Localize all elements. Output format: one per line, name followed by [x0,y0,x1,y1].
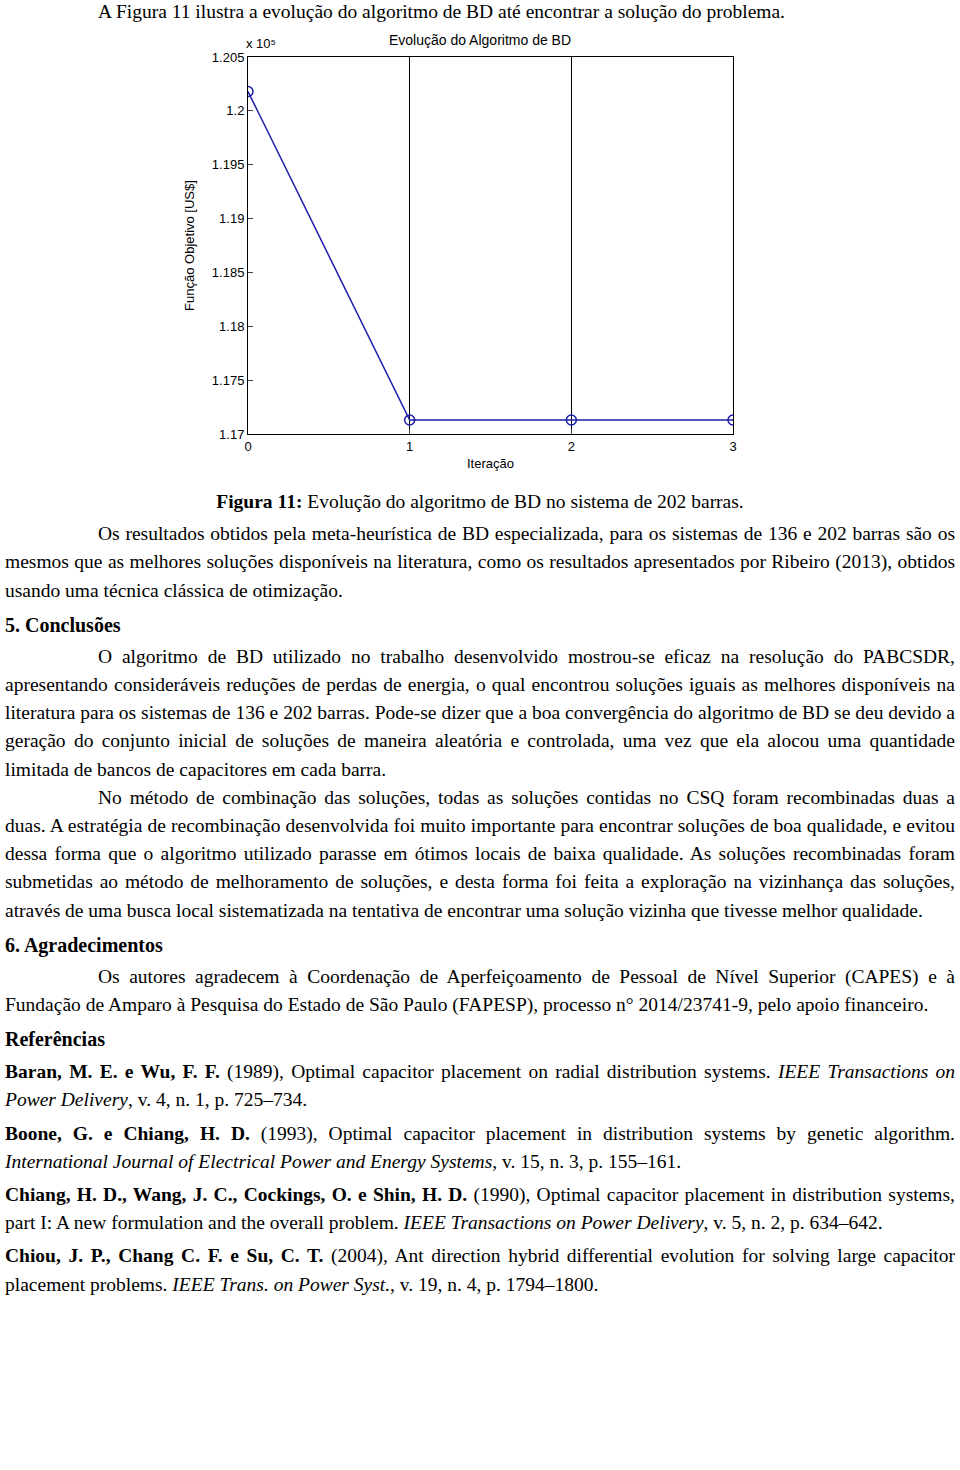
html-text:Chiou, J. P., Chang C. F. e Su: Chiou, J. P., Chang C. F. e Su, C. T. (2… [5,1245,955,1295]
html-text:Chiang, H. D., Wang, J. C., Co: Chiang, H. D., Wang, J. C., Cockings, O.… [5,1184,955,1234]
html-text:International Journal of Elect: International Journal of Electrical Powe… [5,1150,682,1172]
svg-text:1.19: 1.19 [219,211,244,226]
svg-text:2: 2 [568,439,575,454]
svg-text:x 10⁵: x 10⁵ [246,36,276,51]
svg-text:1: 1 [406,439,413,454]
svg-text:Iteração: Iteração [467,456,514,471]
html-text:Baran, M. E. e Wu, F. F. (1989: Baran, M. E. e Wu, F. F. (1989), Optimal… [5,1061,955,1111]
html-text:No método de combinação das so: No método de combinação das soluções, to… [5,786,955,921]
svg-text:3: 3 [729,439,736,454]
svg-text:1.2: 1.2 [226,103,244,118]
html-text:Figura 11: Evolução do algorit: Figura 11: Evolução do algoritmo de BD n… [216,491,744,512]
html-text:Os resultados obtidos pela met: Os resultados obtidos pela meta-heurísti… [5,523,955,601]
svg-text:Função Objetivo [US$]: Função Objetivo [US$] [182,180,197,311]
svg-text:Evolução do Algoritmo de BD: Evolução do Algoritmo de BD [389,32,571,48]
html-text:Referências: Referências [5,1028,105,1051]
html-text:Boone, G. e Chiang, H. D. (199: Boone, G. e Chiang, H. D. (1993), Optima… [5,1122,955,1144]
html-text:6. Agradecimentos: 6. Agradecimentos [5,933,163,956]
svg-text:0: 0 [244,439,251,454]
svg-text:1.205: 1.205 [212,50,245,65]
svg-text:1.18: 1.18 [219,319,244,334]
html-text:O algoritmo de BD utilizado no: O algoritmo de BD utilizado no trabalho … [5,645,955,780]
svg-text:1.175: 1.175 [212,373,245,388]
html-text:A Figura 11 ilustra a evolução: A Figura 11 ilustra a evolução do algori… [98,1,785,22]
svg-text:1.17: 1.17 [219,427,244,442]
html-text:Os autores agradecem à Coorden: Os autores agradecem à Coordenação de Ap… [5,965,955,1015]
svg-text:1.185: 1.185 [212,265,245,280]
svg-text:1.195: 1.195 [212,157,245,172]
html-text:5. Conclusões: 5. Conclusões [5,613,121,636]
